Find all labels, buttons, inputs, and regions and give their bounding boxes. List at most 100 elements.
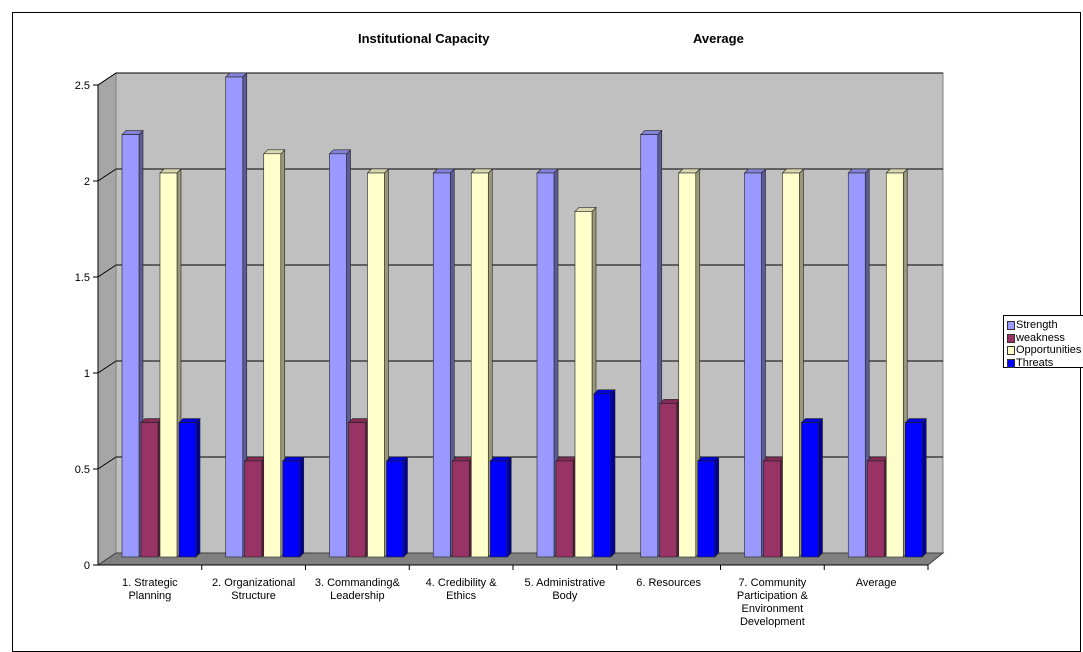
bar-top	[366, 168, 390, 174]
bar-top	[263, 149, 286, 155]
bar-top	[451, 456, 474, 462]
bar-side	[610, 389, 616, 558]
bar-strength	[536, 172, 555, 558]
bar-top	[178, 418, 201, 423]
bar-top	[555, 456, 578, 462]
bar-side	[818, 417, 823, 558]
gridline-side	[97, 456, 117, 470]
bar-top	[593, 389, 616, 395]
bar-strength	[432, 172, 451, 558]
legend-swatch	[1007, 346, 1015, 355]
chart-title: Institutional Capacity	[358, 31, 490, 46]
x-tick-label: 4. Credibility & Ethics	[425, 577, 497, 602]
bar-top	[659, 399, 682, 404]
gridline-side	[97, 264, 117, 278]
bar-threats	[489, 460, 508, 558]
bar-top	[244, 456, 267, 462]
bar-top	[159, 168, 182, 174]
bar-side	[506, 456, 512, 558]
gridline-side	[97, 360, 117, 374]
bar-top	[140, 418, 163, 423]
bar-top	[536, 168, 559, 174]
bar-top	[904, 418, 927, 423]
bar-top	[328, 149, 352, 155]
bar-weakness	[140, 422, 159, 558]
legend-item: Strength	[1004, 319, 1083, 332]
bar-weakness	[244, 460, 263, 558]
bar-opportunities	[159, 172, 178, 558]
bar-threats	[697, 460, 716, 558]
legend-swatch	[1007, 333, 1015, 343]
bar-threats	[593, 393, 612, 558]
legend-swatch	[1007, 321, 1015, 330]
bar-threats	[282, 460, 301, 558]
bar-weakness	[348, 422, 366, 558]
bar-top	[640, 130, 663, 135]
bar-weakness	[659, 403, 678, 558]
legend-item: Opportunities	[1004, 344, 1083, 357]
bar-side	[195, 417, 201, 558]
y-tick-label: 0	[84, 560, 90, 572]
bar-strength	[225, 76, 244, 558]
plot-side-wall	[97, 72, 117, 566]
legend-label: Threats	[1016, 356, 1054, 369]
bar-opportunities	[782, 172, 800, 558]
bar-top	[847, 168, 870, 174]
bar-top	[781, 168, 805, 174]
bar-top	[282, 456, 305, 462]
legend-label: weakness	[1016, 331, 1065, 344]
bar-threats	[801, 422, 819, 558]
gridline-side	[97, 72, 117, 86]
bar-top	[225, 72, 248, 78]
legend-item: Threats	[1004, 357, 1083, 370]
bar-top	[697, 456, 720, 462]
bar-side	[299, 456, 305, 558]
x-tick-label: 3. Commanding& Leadership	[314, 577, 400, 602]
bar-top	[385, 456, 409, 462]
bar-threats	[386, 460, 404, 558]
bar-top	[432, 168, 455, 174]
bar-weakness	[866, 460, 885, 558]
legend: Strength weakness Opportunities Threats	[1003, 315, 1083, 370]
bar-top	[800, 418, 824, 423]
bar-opportunities	[885, 172, 904, 558]
bar-side	[921, 417, 927, 558]
bar-opportunities	[470, 172, 489, 558]
bar-opportunities	[263, 153, 282, 558]
legend-label: Strength	[1016, 319, 1058, 331]
bar-side	[714, 456, 720, 558]
x-tick-label: 5. Administrative Body	[524, 577, 606, 602]
legend-swatch	[1007, 358, 1015, 368]
x-tick-label: 7. Community Participation & Environment…	[736, 577, 808, 628]
x-tick-label: 2. Organizational Structure	[212, 577, 296, 602]
bar-weakness	[763, 460, 781, 558]
bar-top	[470, 168, 493, 174]
bar-top	[678, 168, 701, 174]
bar-weakness	[451, 460, 470, 558]
bar-strength	[640, 134, 659, 558]
y-tick-label: 1.5	[75, 272, 90, 284]
legend-label: Opportunities	[1016, 344, 1082, 356]
bar-strength	[744, 172, 762, 558]
y-tick-label: 2.5	[75, 80, 90, 92]
bar-threats	[178, 422, 197, 558]
y-tick-label: 0.5	[75, 464, 90, 476]
chart-subtitle: Average	[693, 31, 744, 46]
bar-threats	[904, 422, 923, 558]
x-tick-label: Average	[855, 577, 897, 589]
bar-strength	[121, 134, 140, 558]
bar-opportunities	[574, 211, 593, 558]
bar-side	[403, 456, 408, 558]
bar-weakness	[555, 460, 574, 558]
bar-top	[347, 418, 371, 423]
bar-top	[574, 207, 597, 212]
bar-top	[121, 130, 144, 135]
bar-top	[489, 456, 512, 462]
bar-top	[743, 168, 767, 174]
bar-strength	[329, 153, 347, 558]
x-tick-label: 1. Strategic Planning	[122, 577, 178, 602]
legend-item: weakness	[1004, 332, 1083, 345]
bar-top	[762, 456, 786, 462]
y-tick-label: 2	[84, 176, 90, 188]
